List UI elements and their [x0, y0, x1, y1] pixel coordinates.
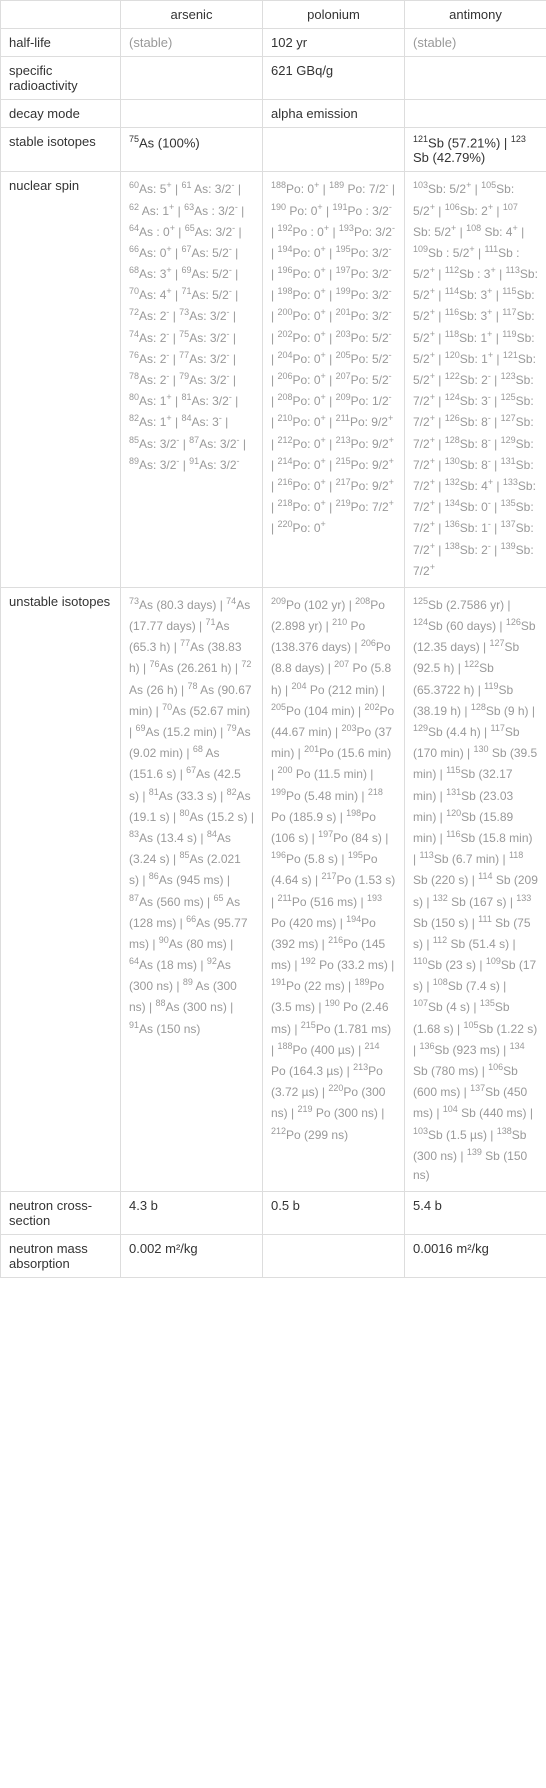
unstable-arsenic: 73As (80.3 days) | 74As (17.77 days) | 7…: [121, 587, 263, 1191]
halflife-label: half-life: [1, 29, 121, 57]
decay-label: decay mode: [1, 100, 121, 128]
stable-row: stable isotopes 75As (100%) 121Sb (57.21…: [1, 128, 546, 172]
unstable-antimony: 125Sb (2.7586 yr) | 124Sb (60 days) | 12…: [405, 587, 546, 1191]
decay-row: decay mode alpha emission: [1, 100, 546, 128]
unstable-label: unstable isotopes: [1, 587, 121, 1191]
unstable-polonium: 209Po (102 yr) | 208Po (2.898 yr) | 210 …: [263, 587, 405, 1191]
cross-label: neutron cross-section: [1, 1192, 121, 1235]
cross-arsenic: 4.3 b: [121, 1192, 263, 1235]
radioactivity-label: specific radioactivity: [1, 57, 121, 100]
stable-antimony: 121Sb (57.21%) | 123 Sb (42.79%): [405, 128, 546, 172]
mass-label: neutron mass absorption: [1, 1235, 121, 1278]
mass-row: neutron mass absorption 0.002 m²/kg 0.00…: [1, 1235, 546, 1278]
radioactivity-row: specific radioactivity 621 GBq/g: [1, 57, 546, 100]
header-polonium: polonium: [263, 1, 405, 29]
spin-label: nuclear spin: [1, 172, 121, 588]
mass-antimony: 0.0016 m²/kg: [405, 1235, 546, 1278]
header-antimony: antimony: [405, 1, 546, 29]
mass-arsenic: 0.002 m²/kg: [121, 1235, 263, 1278]
radioactivity-polonium: 621 GBq/g: [263, 57, 405, 100]
properties-table: arsenic polonium antimony half-life (sta…: [0, 0, 546, 1278]
decay-antimony: [405, 100, 546, 128]
cross-antimony: 5.4 b: [405, 1192, 546, 1235]
unstable-row: unstable isotopes 73As (80.3 days) | 74A…: [1, 587, 546, 1191]
stable-label: stable isotopes: [1, 128, 121, 172]
spin-arsenic: 60As: 5+ | 61 As: 3/2- | 62 As: 1+ | 63A…: [121, 172, 263, 588]
cross-polonium: 0.5 b: [263, 1192, 405, 1235]
radioactivity-antimony: [405, 57, 546, 100]
spin-row: nuclear spin 60As: 5+ | 61 As: 3/2- | 62…: [1, 172, 546, 588]
empty-header: [1, 1, 121, 29]
stable-arsenic: 75As (100%): [121, 128, 263, 172]
halflife-row: half-life (stable) 102 yr (stable): [1, 29, 546, 57]
radioactivity-arsenic: [121, 57, 263, 100]
cross-row: neutron cross-section 4.3 b 0.5 b 5.4 b: [1, 1192, 546, 1235]
header-row: arsenic polonium antimony: [1, 1, 546, 29]
halflife-arsenic: (stable): [121, 29, 263, 57]
halflife-polonium: 102 yr: [263, 29, 405, 57]
mass-polonium: [263, 1235, 405, 1278]
decay-polonium: alpha emission: [263, 100, 405, 128]
header-arsenic: arsenic: [121, 1, 263, 29]
halflife-antimony: (stable): [405, 29, 546, 57]
spin-polonium: 188Po: 0+ | 189 Po: 7/2- | 190 Po: 0+ | …: [263, 172, 405, 588]
decay-arsenic: [121, 100, 263, 128]
spin-antimony: 103Sb: 5/2+ | 105Sb: 5/2+ | 106Sb: 2+ | …: [405, 172, 546, 588]
stable-polonium: [263, 128, 405, 172]
